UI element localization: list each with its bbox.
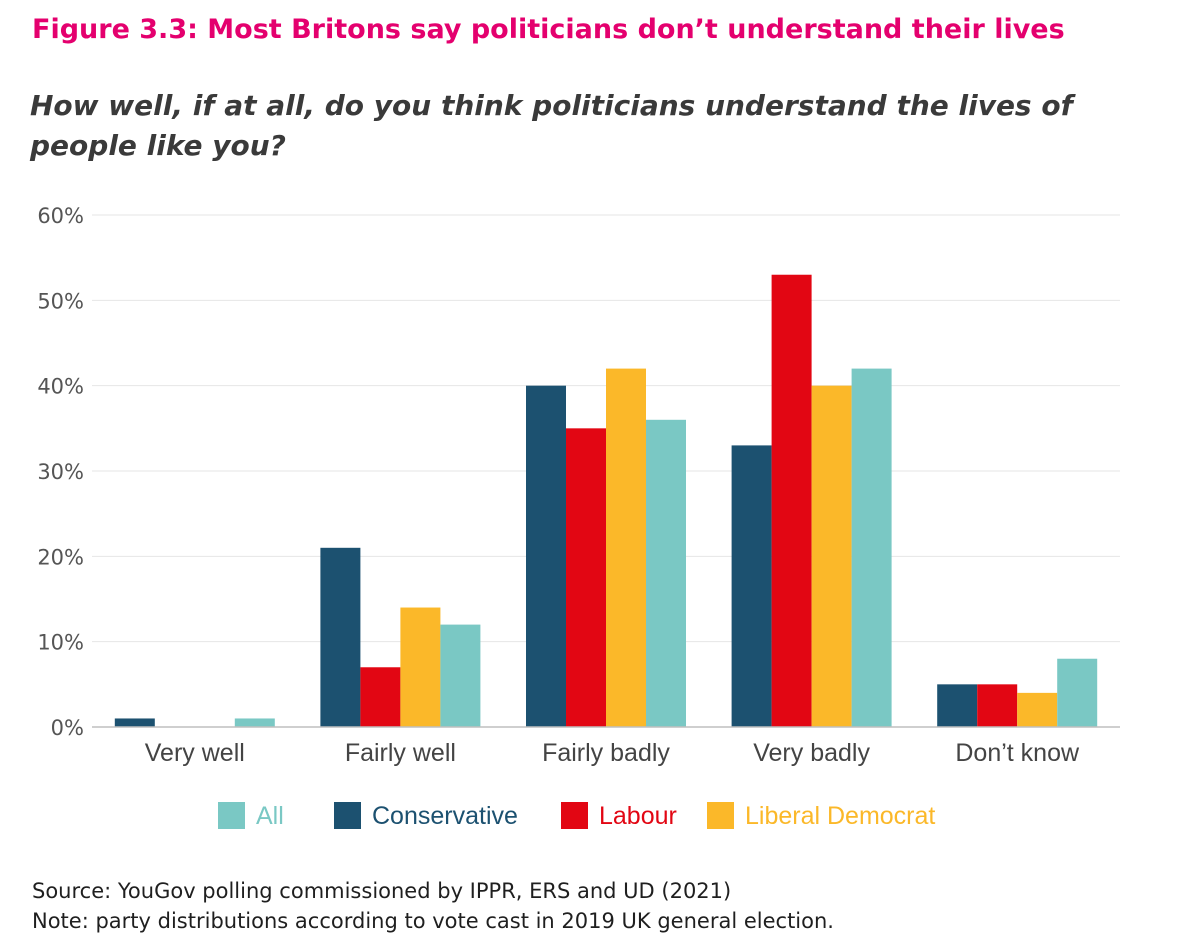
y-tick-label: 10% [37,631,84,655]
y-tick-label: 50% [37,289,84,313]
bar-all [440,624,481,727]
x-tick-label: Don’t know [955,739,1080,767]
bar-all [646,419,686,727]
y-tick-label: 0% [51,716,84,740]
legend-swatch-liberal-democrat [707,802,734,829]
y-tick-label: 20% [37,545,84,569]
bars [114,274,1098,727]
bar-all [851,368,892,727]
bar-conservative [320,547,361,727]
figure-title: Figure 3.3: Most Britons say politicians… [32,14,1065,45]
legend-swatch-all [218,802,245,829]
bar-labour [977,684,1018,727]
bar-liberal-democrat [400,607,441,727]
bar-liberal-democrat [811,385,852,727]
bar-conservative [526,385,566,727]
bar-conservative [114,718,155,727]
axes: 0% 10% 20% 30% 40% 50% 60% Very well Fairly well… [37,204,1120,767]
bar-chart: 0% 10% 20% 30% 40% 50% 60% Very well Fairly well… [37,204,1120,830]
x-tick-label: Fairly badly [542,739,670,767]
legend-swatch-conservative [334,802,361,829]
note-line: Note: party distributions according to v… [32,909,834,933]
bar-conservative [731,445,772,727]
legend: All Conservative Labour Liberal Democrat [218,802,935,830]
source-notes: Source: YouGov polling commissioned by I… [32,876,834,936]
bar-conservative [937,684,978,727]
bar-liberal-democrat [606,368,646,727]
x-tick-label: Very badly [753,739,870,767]
bar-all [1057,658,1098,727]
legend-swatch-labour [561,802,588,829]
y-tick-label: 30% [37,460,84,484]
bar-liberal-democrat [1017,692,1058,727]
source-line: Source: YouGov polling commissioned by I… [32,879,732,903]
y-tick-label: 60% [37,204,84,228]
x-tick-label: Very well [145,739,245,767]
legend-label-all: All [256,802,284,830]
legend-label-liberal-democrat: Liberal Democrat [745,802,935,830]
y-tick-label: 40% [37,375,84,399]
bar-all [234,718,275,727]
legend-label-conservative: Conservative [372,802,518,830]
bar-labour [771,274,812,727]
bar-labour [360,667,401,727]
legend-label-labour: Labour [599,802,677,830]
x-tick-label: Fairly well [345,739,456,767]
chart-question: How well, if at all, do you think politi… [30,89,1073,162]
bar-labour [566,428,606,727]
